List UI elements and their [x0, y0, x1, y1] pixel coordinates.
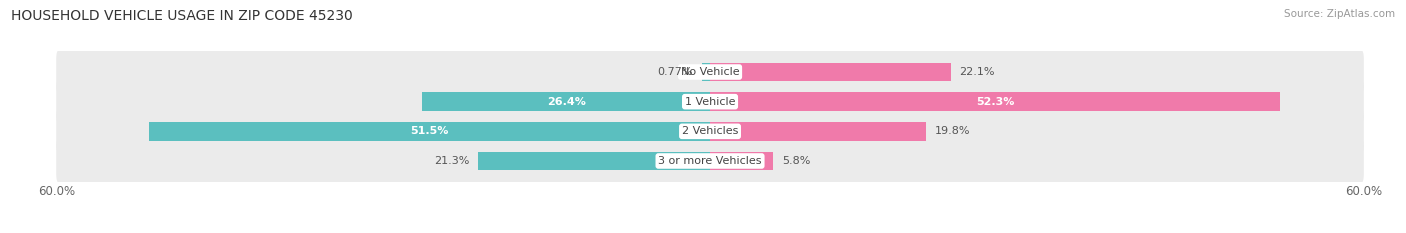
Text: 26.4%: 26.4% — [547, 97, 586, 107]
Bar — [710, 63, 950, 81]
Text: 5.8%: 5.8% — [782, 156, 810, 166]
Bar — [710, 152, 773, 170]
FancyBboxPatch shape — [56, 50, 1364, 94]
Text: 52.3%: 52.3% — [976, 97, 1014, 107]
Text: 51.5%: 51.5% — [411, 126, 449, 136]
Bar — [422, 93, 710, 111]
FancyBboxPatch shape — [56, 139, 1364, 183]
Text: 2 Vehicles: 2 Vehicles — [682, 126, 738, 136]
Text: Source: ZipAtlas.com: Source: ZipAtlas.com — [1284, 9, 1395, 19]
Text: 21.3%: 21.3% — [434, 156, 470, 166]
Text: 1 Vehicle: 1 Vehicle — [685, 97, 735, 107]
FancyBboxPatch shape — [56, 109, 1364, 154]
Text: 22.1%: 22.1% — [959, 67, 995, 77]
Text: HOUSEHOLD VEHICLE USAGE IN ZIP CODE 45230: HOUSEHOLD VEHICLE USAGE IN ZIP CODE 4523… — [11, 9, 353, 23]
Text: 19.8%: 19.8% — [935, 126, 970, 136]
Text: No Vehicle: No Vehicle — [681, 67, 740, 77]
FancyBboxPatch shape — [56, 79, 1364, 124]
Text: 3 or more Vehicles: 3 or more Vehicles — [658, 156, 762, 166]
Bar — [702, 63, 710, 81]
Bar — [478, 152, 710, 170]
Bar — [710, 93, 1279, 111]
Bar — [710, 122, 925, 140]
Text: 0.77%: 0.77% — [658, 67, 693, 77]
Bar — [149, 122, 710, 140]
